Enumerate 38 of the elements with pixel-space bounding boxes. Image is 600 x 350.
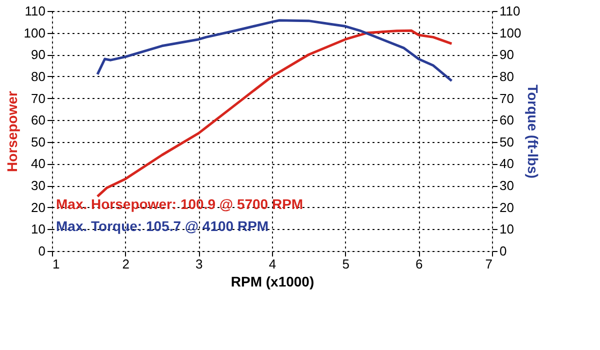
y2-tick-label: 40 xyxy=(500,156,514,172)
y2-tick-label: 90 xyxy=(500,47,514,62)
y2-tick-label: 10 xyxy=(500,222,514,237)
annotation: Max. Torque: 105.7 @ 4100 RPM xyxy=(56,218,269,234)
y-tick-label: 90 xyxy=(31,47,46,62)
y-tick-label: 20 xyxy=(31,200,46,215)
y-axis-title: Horsepower xyxy=(4,90,20,172)
y2-tick-label: 30 xyxy=(500,178,514,194)
y-tick-label: 40 xyxy=(31,156,46,172)
y2-tick-label: 70 xyxy=(500,90,514,106)
y2-tick-label: 80 xyxy=(500,68,514,84)
y2-tick-label: 60 xyxy=(500,112,514,128)
y2-tick-label: 50 xyxy=(500,134,514,150)
line-series xyxy=(96,19,453,82)
x-tick-label: 1 xyxy=(52,256,60,272)
x-tick-label: 7 xyxy=(485,256,492,272)
y2-tick-label: 0 xyxy=(500,244,507,258)
y-tick-label: 60 xyxy=(31,112,46,128)
y2-tick-label: 110 xyxy=(500,4,520,18)
line-series xyxy=(96,29,453,198)
y-tick-label: 100 xyxy=(24,25,46,40)
y-tick-label: 70 xyxy=(31,90,46,106)
x-tick-label: 3 xyxy=(196,256,203,272)
y-tick-label: 80 xyxy=(31,68,46,84)
y2-tick-label: 20 xyxy=(500,200,514,215)
y2-axis-title: Torque (ft-lbs) xyxy=(525,84,542,178)
x-tick-label: 2 xyxy=(122,256,130,272)
x-tick-label: 6 xyxy=(416,256,423,272)
y-tick-label: 110 xyxy=(24,4,46,18)
x-tick-label: 5 xyxy=(342,256,350,272)
annotation: Max. Horsepower: 100.9 @ 5700 RPM xyxy=(56,196,304,212)
y-tick-label: 0 xyxy=(38,244,46,258)
y2-tick-label: 100 xyxy=(500,25,522,40)
y-tick-label: 10 xyxy=(31,222,46,237)
x-axis-title: RPM (x1000) xyxy=(230,274,314,290)
y-tick-label: 30 xyxy=(31,178,46,194)
x-tick-label: 4 xyxy=(268,256,276,272)
y-tick-label: 50 xyxy=(31,134,46,150)
